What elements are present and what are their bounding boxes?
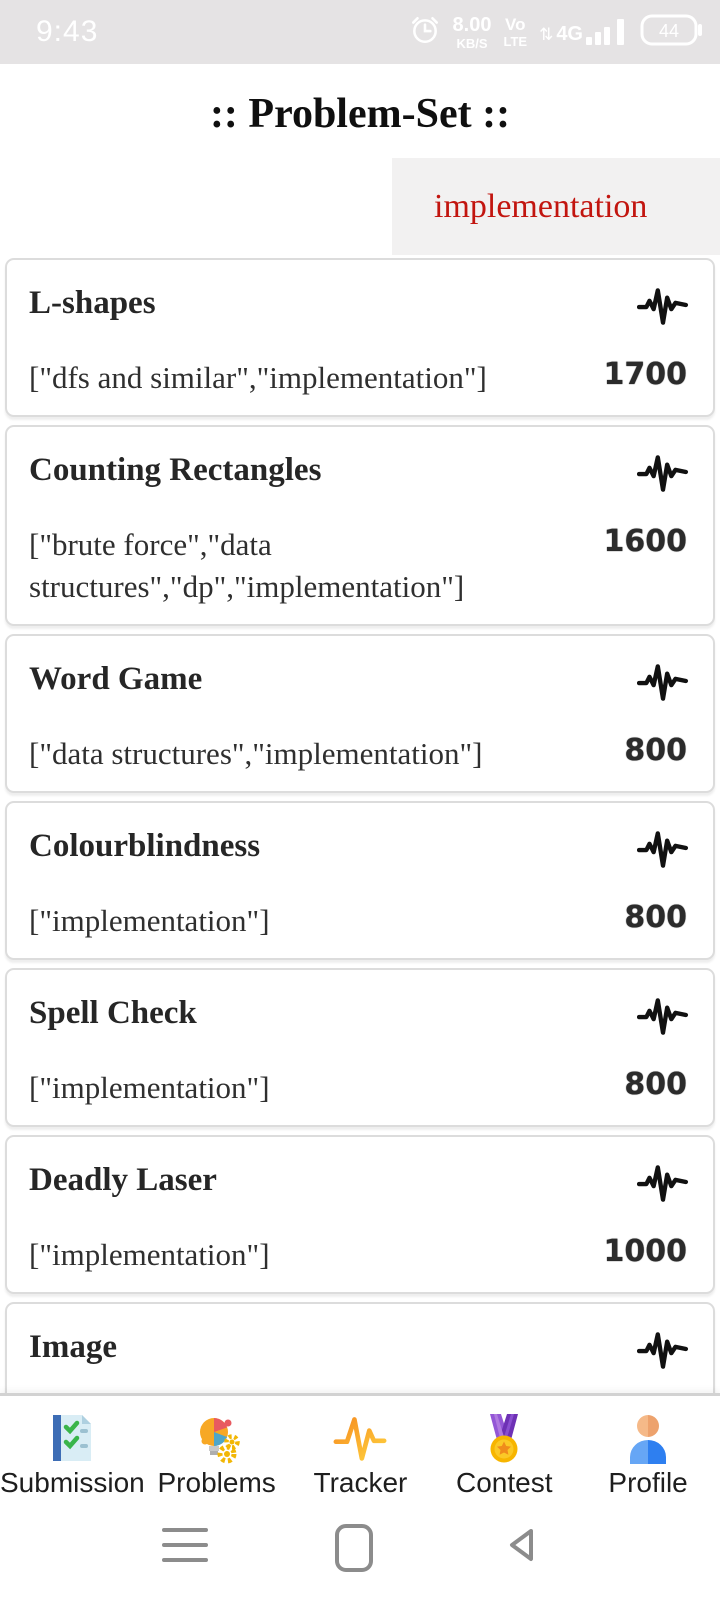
problem-card[interactable]: Colourblindness ["implementation"] 800	[5, 801, 715, 960]
nav-label: Tracker	[313, 1467, 408, 1498]
pulse-icon	[636, 1330, 689, 1375]
nav-label: Problems	[157, 1467, 276, 1498]
problem-title: Word Game	[29, 661, 203, 697]
problem-rating: 800	[624, 1067, 687, 1102]
problem-rating: 1700	[603, 357, 688, 392]
nav-item-problems[interactable]: Problems	[145, 1406, 289, 1500]
nav-label: Profile	[608, 1467, 688, 1498]
problem-tags: ["implementation"]	[29, 903, 270, 938]
pulse-icon	[636, 662, 689, 707]
volte-indicator: Vo LTE	[503, 15, 528, 49]
problem-rating: 800	[624, 733, 687, 768]
submission-icon	[46, 1406, 98, 1464]
problem-title: Spell Check	[29, 995, 197, 1031]
pulse-icon	[636, 286, 689, 331]
recent-apps-icon[interactable]	[162, 1528, 208, 1573]
nav-label: Contest	[456, 1467, 553, 1498]
pulse-icon	[636, 453, 689, 498]
nav-item-tracker[interactable]: Tracker	[289, 1406, 433, 1500]
tag-filter-dropdown[interactable]: implementation	[392, 158, 720, 255]
status-bar: 9:43 8.00 KB/S Vo LTE ⇅ 4G	[0, 0, 720, 64]
page-title: :: Problem-Set ::	[209, 91, 511, 137]
signal-bars-icon: ⇅ 4G	[539, 17, 628, 47]
problem-title: Colourblindness	[29, 828, 261, 864]
problem-card[interactable]: Deadly Laser ["implementation"] 1000	[5, 1135, 715, 1294]
problem-title: Image	[29, 1329, 117, 1365]
selected-tag: implementation	[434, 187, 648, 225]
problem-rating: 1600	[603, 524, 688, 559]
tracker-icon	[332, 1406, 388, 1464]
problem-card[interactable]: Spell Check ["implementation"] 800	[5, 968, 715, 1127]
alarm-icon	[409, 14, 441, 51]
problem-list: L-shapes ["dfs and similar","implementat…	[0, 258, 720, 1461]
problem-title: Deadly Laser	[29, 1162, 217, 1198]
problem-tags: ["brute force","data structures","dp","i…	[29, 527, 465, 604]
nav-item-contest[interactable]: Contest	[432, 1406, 576, 1500]
home-icon[interactable]	[335, 1524, 373, 1572]
clock-time: 9:43	[36, 15, 99, 48]
problem-card[interactable]: Counting Rectangles ["brute force","data…	[5, 425, 715, 626]
problem-tags: ["implementation"]	[29, 1237, 270, 1272]
problems-icon	[191, 1406, 243, 1464]
battery-icon: 44	[640, 13, 704, 52]
pulse-icon	[636, 1163, 689, 1208]
problem-card[interactable]: L-shapes ["dfs and similar","implementat…	[5, 258, 715, 417]
contest-icon	[478, 1406, 530, 1464]
problem-title: L-shapes	[29, 285, 156, 321]
profile-icon	[622, 1406, 674, 1464]
bottom-nav: Submission Problems	[0, 1393, 720, 1500]
pulse-icon	[636, 829, 689, 874]
problem-tags: ["implementation"]	[29, 1070, 270, 1105]
pulse-icon	[636, 996, 689, 1041]
problem-tags: ["data structures","implementation"]	[29, 736, 483, 771]
problem-rating: 800	[624, 900, 687, 935]
nav-item-profile[interactable]: Profile	[576, 1406, 720, 1500]
network-speed: 8.00 KB/S	[452, 13, 492, 51]
problem-rating: 1000	[603, 1234, 688, 1269]
battery-percent: 44	[659, 21, 679, 41]
problem-card[interactable]: Word Game ["data structures","implementa…	[5, 634, 715, 793]
back-icon[interactable]	[505, 1526, 539, 1569]
nav-item-submission[interactable]: Submission	[0, 1406, 145, 1500]
gesture-bar	[0, 1500, 720, 1600]
nav-label: Submission	[0, 1467, 145, 1498]
problem-tags: ["dfs and similar","implementation"]	[29, 360, 487, 395]
problem-title: Counting Rectangles	[29, 452, 322, 488]
